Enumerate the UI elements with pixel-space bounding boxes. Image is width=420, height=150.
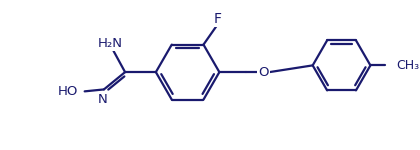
Text: N: N [98, 93, 108, 106]
Text: HO: HO [58, 85, 78, 98]
Text: F: F [214, 12, 222, 26]
Text: H₂N: H₂N [98, 37, 123, 50]
Text: O: O [258, 66, 269, 79]
Text: CH₃: CH₃ [396, 59, 420, 72]
